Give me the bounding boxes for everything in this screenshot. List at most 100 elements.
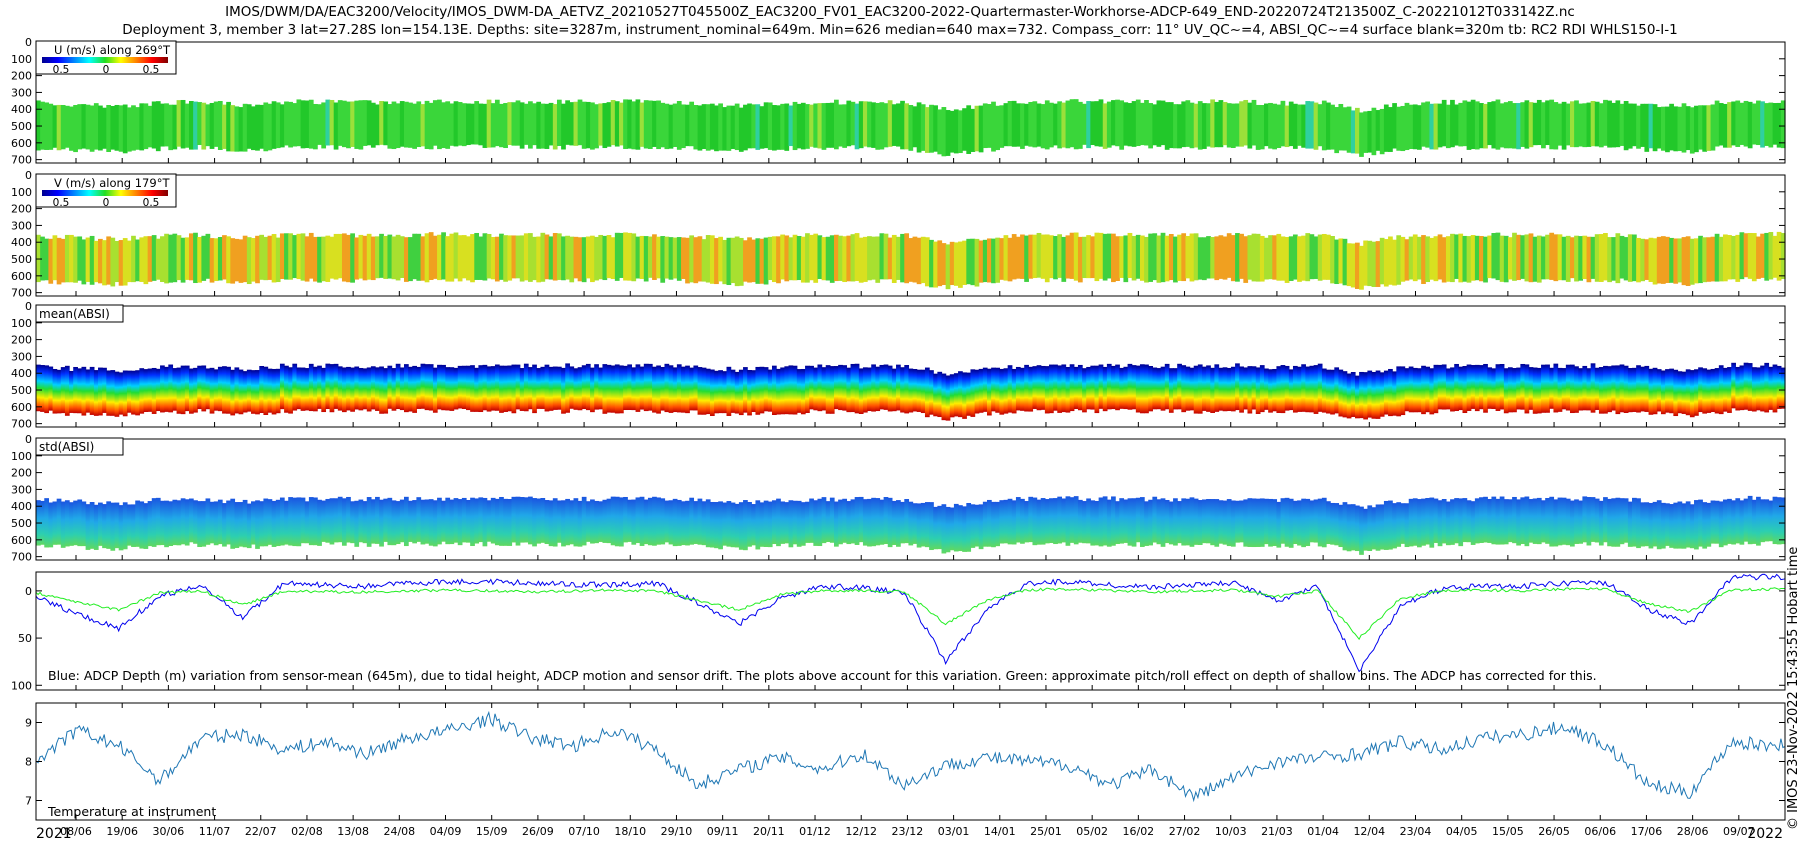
heat-col [743,367,748,413]
heat-col [1243,499,1249,547]
heat-col [1768,366,1774,410]
heat-col [656,497,661,545]
heat-col [1396,366,1402,417]
heat-col [1288,369,1294,411]
heat-col [1718,365,1724,415]
heat-col [995,237,1000,283]
heat-col [565,100,570,145]
heat-col [1441,364,1447,410]
heat-col [689,367,695,411]
heat-col [771,500,777,545]
heat-col [1586,102,1592,147]
heat-col [924,367,930,418]
colorbar-tick: 0.5 [53,64,70,76]
heat-col [1652,367,1658,415]
heat-col [1656,369,1662,412]
heat-col [1082,103,1087,145]
heat-col [288,497,293,546]
heat-col [602,499,608,543]
heat-col [403,237,409,282]
time-tick-label: 25/01 [1030,825,1062,838]
heat-col [1656,236,1662,284]
heat-col [230,498,236,549]
heat-col [403,496,409,547]
heat-col [842,498,848,543]
heat-col [1681,503,1687,549]
heat-col [1524,364,1530,414]
heat-col [1437,500,1443,547]
heat-col [647,100,653,149]
heat-col [234,106,240,152]
heat-col [1739,500,1745,545]
heat-col [1239,101,1244,147]
heat-col [1098,497,1104,547]
heat-col [639,496,645,546]
heat-col [788,365,794,415]
heat-col [825,501,831,542]
heat-col [718,236,723,282]
heat-col [978,368,984,413]
heat-col [172,368,178,411]
heat-col [1632,234,1637,282]
y-tick-label: 500 [11,384,32,397]
heat-col [709,103,715,150]
heat-col [420,363,426,409]
heat-col [93,504,99,550]
heat-col [1425,366,1431,413]
heat-col [1218,367,1224,411]
heat-col [490,497,496,544]
heat-col [1090,101,1096,146]
heat-col [48,502,54,548]
heat-col [1077,499,1083,543]
heat-col [875,102,881,150]
heat-col [681,237,686,279]
heat-col [1214,236,1220,281]
heat-col [573,101,579,146]
heat-col [920,502,926,547]
colorbar-tick: 0.5 [143,64,160,76]
heat-col [1689,238,1695,285]
heat-col [1640,238,1646,282]
heat-col [1594,234,1600,282]
heat-col [1706,502,1712,547]
heat-col [461,497,467,543]
heat-col [966,502,972,552]
heat-col [1181,498,1187,546]
heat-col [581,101,587,149]
heat-col [69,234,74,283]
heat-col [238,107,244,152]
heat-col [1259,235,1265,282]
heat-col [1272,103,1278,150]
heat-col [507,102,513,146]
heat-col [1627,368,1633,413]
heat-col [598,234,604,280]
heat-col [275,102,281,149]
heat-col [536,101,542,149]
heat-col [1032,101,1038,148]
heat-col [114,240,120,283]
heat-col [1598,103,1604,148]
heat-col [1119,236,1125,278]
heat-col [428,364,434,411]
heat-col [577,237,583,282]
heat-col [689,497,695,545]
heat-col [1338,103,1344,151]
heat-col [1503,499,1509,545]
heat-col [1053,498,1058,545]
heat-col [718,370,723,414]
heat-col [751,370,757,412]
heat-col [1131,235,1137,281]
heat-col [1760,365,1765,412]
heat-col [81,239,87,285]
heat-col [279,233,285,280]
heat-col [540,103,546,149]
heat-col [131,235,136,283]
heat-col [784,103,790,151]
time-tick-label: 08/06 [60,825,92,838]
heat-col [573,368,579,410]
heat-col [60,367,66,414]
heat-col [1264,237,1269,280]
heat-col [1168,501,1174,545]
heat-col [1015,497,1021,543]
heat-col [1722,367,1728,412]
